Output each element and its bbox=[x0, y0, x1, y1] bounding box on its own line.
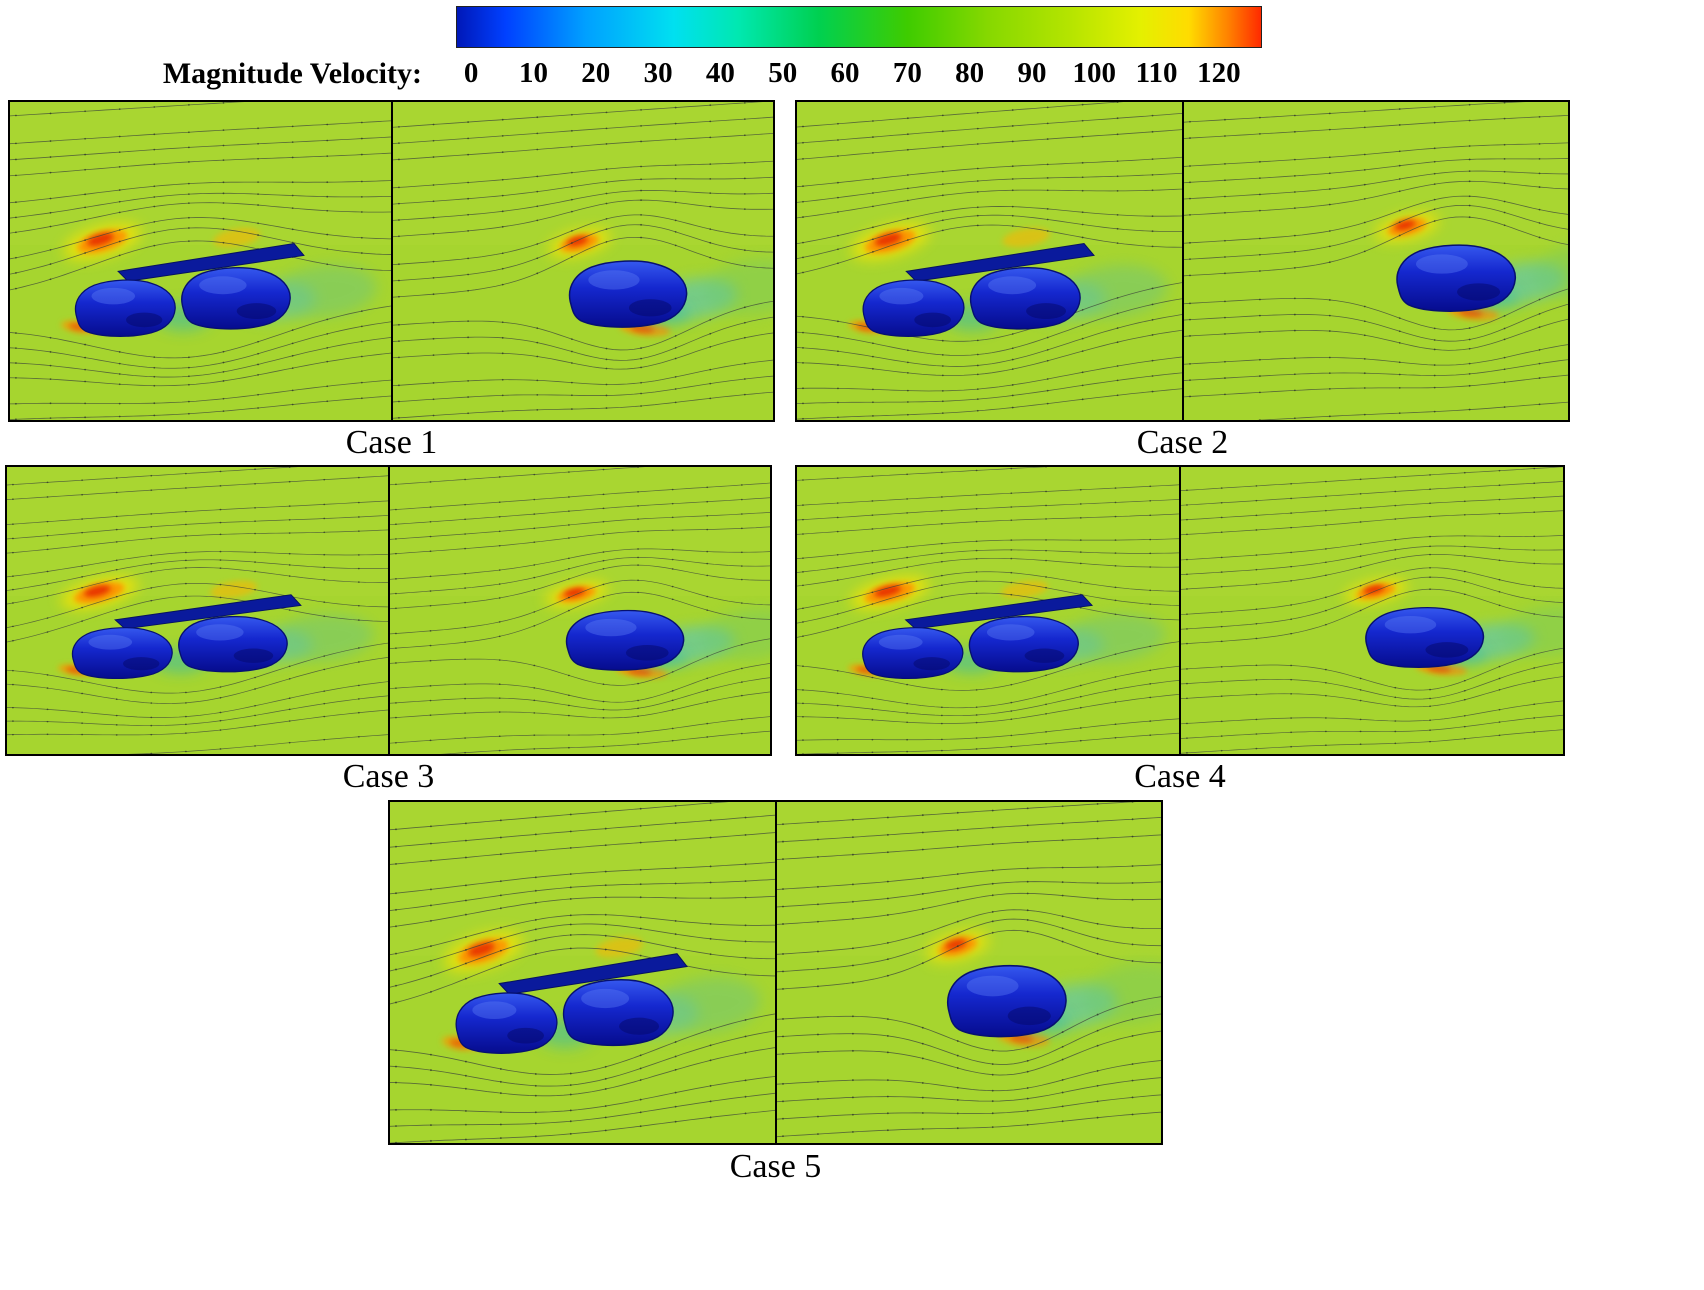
case-4-panels bbox=[795, 465, 1565, 756]
cfd-contour-plot bbox=[797, 102, 1182, 420]
colorbar-tick: 50 bbox=[768, 57, 798, 89]
case-3-right-panel bbox=[389, 465, 772, 756]
colorbar-tick: 20 bbox=[581, 57, 611, 89]
case-1-left-panel bbox=[8, 100, 393, 422]
colorbar-tick: 120 bbox=[1197, 57, 1241, 89]
case-2-right-panel bbox=[1183, 100, 1570, 422]
cfd-contour-plot bbox=[10, 102, 391, 420]
case-2-label: Case 2 bbox=[1136, 424, 1229, 461]
cfd-contour-plot bbox=[389, 467, 770, 754]
case-4-left-panel bbox=[795, 465, 1181, 756]
colorbar-tick: 0 bbox=[463, 57, 479, 89]
colorbar-gradient bbox=[456, 6, 1262, 48]
case-1-panels bbox=[8, 100, 775, 422]
colorbar-tick: 90 bbox=[1017, 57, 1047, 89]
cfd-contour-plot bbox=[392, 102, 773, 420]
case-5-right-panel bbox=[776, 800, 1163, 1145]
colorbar-title: Magnitude Velocity: bbox=[162, 57, 422, 90]
case-4-right-panel bbox=[1181, 465, 1565, 756]
colorbar-tick: 40 bbox=[705, 57, 735, 89]
case-3-label: Case 3 bbox=[342, 758, 435, 795]
case-2-panels bbox=[795, 100, 1570, 422]
case-5-label: Case 5 bbox=[729, 1148, 822, 1185]
colorbar-tick: 60 bbox=[830, 57, 860, 89]
colorbar-ticks: 0 10 20 30 40 50 60 70 80 90 100 110 120 bbox=[440, 57, 1250, 90]
case-3-left-panel bbox=[5, 465, 390, 756]
colorbar-tick: 110 bbox=[1135, 57, 1178, 89]
case-4-label: Case 4 bbox=[1134, 758, 1226, 795]
colorbar-tick: 80 bbox=[955, 57, 985, 89]
case-5-panels bbox=[388, 800, 1163, 1145]
cfd-contour-plot bbox=[797, 467, 1179, 754]
cfd-contour-plot bbox=[1183, 102, 1568, 420]
colorbar-tick: 100 bbox=[1072, 57, 1117, 89]
colorbar-tick: 70 bbox=[892, 57, 922, 89]
cfd-contour-plot bbox=[776, 802, 1161, 1143]
colorbar-tick: 10 bbox=[518, 57, 548, 89]
cfd-contour-plot bbox=[7, 467, 388, 754]
case-2-left-panel bbox=[795, 100, 1184, 422]
case-1-label: Case 1 bbox=[345, 424, 438, 461]
cfd-contour-plot bbox=[390, 802, 775, 1143]
cfd-contour-plot bbox=[1181, 467, 1563, 754]
case-5-left-panel bbox=[388, 800, 777, 1145]
case-3-panels bbox=[5, 465, 772, 756]
case-1-right-panel bbox=[392, 100, 775, 422]
colorbar-tick: 30 bbox=[643, 57, 673, 89]
